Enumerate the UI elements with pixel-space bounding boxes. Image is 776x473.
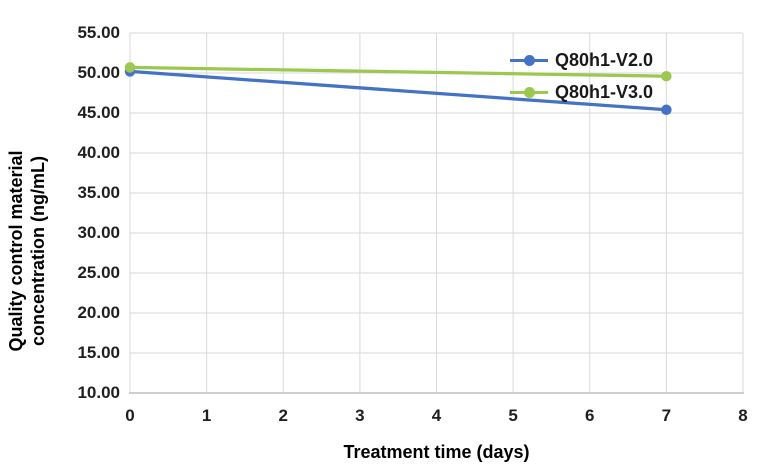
legend-item-Q80h1-V2.0[interactable]: Q80h1-V2.0	[510, 44, 653, 76]
legend-label: Q80h1-V3.0	[555, 81, 654, 102]
x-tick-label: 2	[278, 406, 288, 425]
x-axis-title: Treatment time (days)	[343, 442, 530, 462]
y-tick-label: 10.00	[77, 383, 120, 402]
x-tick-label: 1	[201, 406, 212, 425]
data-point-Q80h1-V2.0	[661, 104, 672, 116]
x-tick-label: 0	[125, 406, 135, 425]
y-axis-title: Quality control material concentration (…	[5, 61, 51, 441]
x-tick-label: 3	[355, 406, 365, 425]
x-tick-label: 5	[508, 406, 518, 425]
y-tick-label: 50.00	[77, 63, 120, 82]
legend-line-marker-icon	[510, 86, 548, 98]
y-tick-label: 40.00	[77, 143, 120, 162]
y-tick-label: 35.00	[77, 183, 120, 202]
series-line-Q80h1-V2.0	[129, 69, 667, 112]
legend-line-marker-icon	[510, 54, 548, 66]
y-tick-label: 25.00	[77, 263, 120, 282]
y-tick-label: 20.00	[77, 303, 120, 322]
x-tick-label: 6	[585, 406, 595, 425]
y-axis-title-line1: Quality control material	[6, 150, 26, 352]
x-tick-label: 8	[738, 406, 748, 425]
legend-label: Q80h1-V2.0	[555, 49, 654, 70]
series-line-Q80h1-V3.0	[129, 65, 667, 78]
y-tick-label: 45.00	[77, 103, 120, 122]
y-tick-label: 15.00	[77, 343, 120, 362]
x-tick-label: 4	[431, 406, 442, 425]
y-axis-title-line2: concentration (ng/mL)	[28, 156, 48, 346]
data-point-Q80h1-V3.0	[661, 70, 672, 82]
legend-item-Q80h1-V3.0[interactable]: Q80h1-V3.0	[510, 76, 653, 108]
data-point-Q80h1-V3.0	[124, 62, 136, 73]
y-tick-label: 30.00	[77, 223, 120, 242]
y-tick-label: 55.00	[77, 23, 120, 42]
legend: Q80h1-V2.0 Q80h1-V3.0	[510, 44, 653, 108]
x-tick-label: 7	[661, 406, 672, 425]
